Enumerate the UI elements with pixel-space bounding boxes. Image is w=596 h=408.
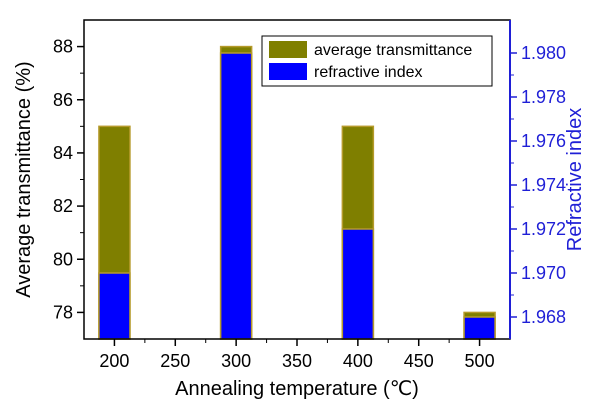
right-axis-label: Refractive index — [564, 108, 586, 251]
legend-label: refractive index — [314, 64, 423, 81]
legend: average transmittance refractive index — [261, 35, 493, 87]
right-tick-label: 1.970 — [521, 263, 566, 283]
right-tick-label: 1.980 — [521, 43, 566, 63]
legend-swatch — [269, 63, 307, 80]
left-tick-label: 84 — [53, 143, 73, 163]
left-tick-label: 88 — [53, 37, 73, 57]
left-tick-label: 86 — [53, 90, 73, 110]
right-tick-label: 1.968 — [521, 307, 566, 327]
refractive-index-bar-400 — [341, 228, 375, 340]
legend-label: average transmittance — [314, 42, 472, 59]
refractive-index-bar-300 — [219, 52, 253, 340]
x-tick-label: 450 — [404, 351, 434, 371]
x-tick-label: 200 — [99, 351, 129, 371]
x-tick-label: 500 — [465, 351, 495, 371]
left-axis-label: Average transmittance (%) — [13, 61, 35, 297]
legend-swatch — [269, 41, 307, 58]
x-tick-label: 400 — [343, 351, 373, 371]
right-tick-label: 1.976 — [521, 131, 566, 151]
left-tick-label: 82 — [53, 196, 73, 216]
x-tick-label: 350 — [282, 351, 312, 371]
right-tick-label: 1.974 — [521, 175, 566, 195]
refractive-index-bars — [98, 52, 496, 340]
right-axis-ticks: 1.968 1.970 1.972 1.974 1.976 1.978 1.980 — [510, 43, 566, 327]
x-axis-label: Annealing temperature (℃) — [175, 378, 419, 400]
right-tick-label: 1.972 — [521, 219, 566, 239]
left-tick-label: 78 — [53, 302, 73, 322]
refractive-index-bar-200 — [98, 272, 131, 340]
right-tick-label: 1.978 — [521, 87, 566, 107]
transmittance-bars — [98, 45, 496, 340]
refractive-index-bar-500 — [463, 316, 496, 340]
x-tick-label: 250 — [160, 351, 190, 371]
left-tick-label: 80 — [53, 249, 73, 269]
x-tick-label: 300 — [221, 351, 251, 371]
left-axis-ticks: 78 80 82 84 86 88 — [53, 37, 84, 322]
x-axis-ticks: 200 250 300 350 400 450 500 — [99, 339, 495, 371]
